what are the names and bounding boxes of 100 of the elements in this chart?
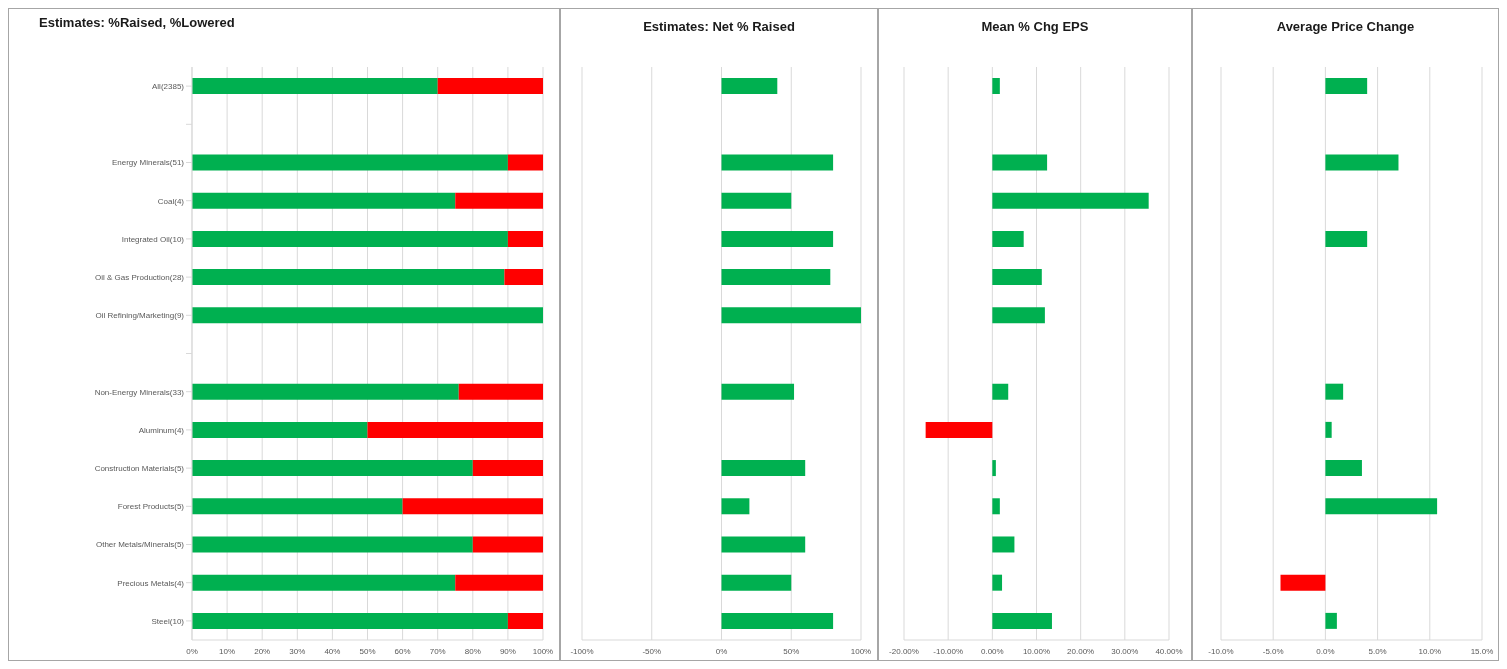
- x-tick-label: 20%: [254, 646, 271, 656]
- bar: [367, 421, 543, 438]
- bar: [992, 536, 1015, 553]
- bar: [192, 192, 456, 209]
- x-tick-label: 70%: [429, 646, 446, 656]
- y-tick-label: Non-Energy Minerals(33): [94, 387, 185, 397]
- bar: [1280, 574, 1326, 591]
- bar: [455, 192, 543, 209]
- bar: [1325, 612, 1337, 629]
- y-tick-label: Aluminum(4): [138, 425, 185, 435]
- x-tick-label: 100%: [532, 646, 554, 656]
- bar: [1325, 154, 1399, 171]
- bar: [192, 269, 505, 286]
- bar: [472, 536, 543, 553]
- x-tick-label: 20.00%: [1067, 646, 1095, 656]
- x-tick-label: 10.0%: [1418, 646, 1442, 656]
- chart-title: Average Price Change: [1275, 19, 1416, 34]
- bar: [1325, 460, 1362, 477]
- x-tick-label: -100%: [570, 646, 594, 656]
- bar: [992, 460, 996, 477]
- bar: [721, 78, 778, 95]
- bar: [721, 498, 750, 515]
- bar: [192, 574, 456, 591]
- x-tick-label: 0.00%: [980, 646, 1004, 656]
- bar: [192, 498, 403, 515]
- bar: [721, 574, 792, 591]
- y-tick-label: Integrated Oil(10): [121, 234, 185, 244]
- bar: [402, 498, 543, 515]
- bar: [472, 460, 543, 477]
- y-tick-label: Coal(4): [157, 196, 185, 206]
- x-tick-label: 30%: [289, 646, 306, 656]
- y-tick-label: Other Metals/Minerals(5): [95, 540, 185, 550]
- x-tick-label: 80%: [464, 646, 481, 656]
- bar: [992, 192, 1149, 209]
- bar: [992, 230, 1024, 247]
- bar: [507, 154, 543, 171]
- x-tick-label: -10.0%: [1208, 646, 1234, 656]
- bar: [504, 269, 543, 286]
- bar: [992, 307, 1045, 324]
- y-tick-label: Oil & Gas Production(28): [95, 272, 185, 282]
- chart-title: Mean % Chg EPS: [980, 19, 1090, 34]
- bar: [992, 269, 1042, 286]
- bar: [721, 460, 806, 477]
- bar: [192, 307, 543, 324]
- bar: [721, 230, 834, 247]
- x-tick-label: 50%: [359, 646, 376, 656]
- bar: [992, 154, 1048, 171]
- bar: [721, 192, 792, 209]
- bar: [458, 383, 543, 400]
- y-tick-label: All(2385): [151, 81, 185, 91]
- bar: [992, 612, 1052, 629]
- bar: [1325, 498, 1438, 515]
- bar: [192, 460, 473, 477]
- y-tick-label: Energy Minerals(51): [111, 158, 185, 168]
- x-tick-label: -20.00%: [889, 646, 919, 656]
- bar: [192, 421, 368, 438]
- x-tick-label: -5.0%: [1262, 646, 1284, 656]
- bar: [925, 421, 993, 438]
- x-tick-label: 100%: [850, 646, 872, 656]
- x-tick-label: 50%: [783, 646, 800, 656]
- x-tick-label: 90%: [499, 646, 516, 656]
- x-tick-label: 5.0%: [1368, 646, 1387, 656]
- x-tick-label: 15.0%: [1470, 646, 1494, 656]
- bar: [507, 230, 543, 247]
- bar: [192, 536, 473, 553]
- x-tick-label: 0%: [715, 646, 728, 656]
- x-tick-label: 10%: [219, 646, 236, 656]
- x-tick-label: 60%: [394, 646, 411, 656]
- x-tick-label: 10.00%: [1022, 646, 1051, 656]
- bar: [507, 612, 543, 629]
- bar: [1325, 383, 1344, 400]
- bar: [455, 574, 543, 591]
- bar: [721, 154, 834, 171]
- bar: [992, 574, 1003, 591]
- x-tick-label: 40%: [324, 646, 341, 656]
- bar: [192, 383, 459, 400]
- x-tick-label: 0%: [186, 646, 198, 656]
- bar: [1325, 78, 1368, 95]
- bar: [1325, 230, 1368, 247]
- x-tick-label: -50%: [642, 646, 662, 656]
- x-tick-label: 0.0%: [1316, 646, 1335, 656]
- chart-title: Estimates: %Raised, %Lowered: [39, 15, 235, 30]
- y-tick-label: Forest Products(5): [117, 502, 185, 512]
- bar: [992, 383, 1009, 400]
- bar: [721, 307, 861, 324]
- x-tick-label: -10.00%: [933, 646, 964, 656]
- bar: [721, 269, 831, 286]
- bar: [437, 78, 543, 95]
- y-tick-label: Construction Materials(5): [94, 463, 185, 473]
- x-tick-label: 40.00%: [1155, 646, 1183, 656]
- bar: [192, 154, 508, 171]
- bar: [992, 78, 1000, 95]
- bar: [992, 498, 1000, 515]
- bar: [192, 78, 438, 95]
- x-tick-label: 30.00%: [1111, 646, 1139, 656]
- y-tick-label: Precious Metals(4): [117, 578, 185, 588]
- y-tick-label: Steel(10): [151, 616, 185, 626]
- chart-title: Estimates: Net % Raised: [642, 19, 796, 34]
- bar: [192, 612, 508, 629]
- bar: [1325, 421, 1332, 438]
